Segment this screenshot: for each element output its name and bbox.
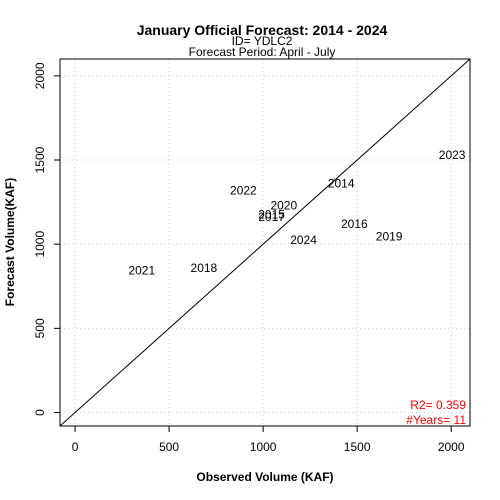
x-axis: 0 500 1000 1500 2000 — [72, 425, 465, 454]
y-tick-label: 500 — [33, 318, 47, 338]
y-tick-label: 2000 — [33, 62, 47, 89]
y-tick-label: 1500 — [33, 146, 47, 173]
point-label-2019: 2019 — [376, 230, 403, 244]
point-label-2017: 2017 — [258, 210, 285, 224]
point-labels: 2014 2015 2016 2017 2018 2019 2020 2021 2022 2023… — [128, 148, 465, 277]
point-label-2015: 2015 — [258, 208, 285, 222]
grid-lines — [60, 59, 470, 426]
x-tick-label: 2000 — [438, 440, 465, 454]
point-label-2022: 2022 — [230, 183, 257, 197]
y-axis-title: Forecast Volume(KAF) — [3, 178, 17, 306]
years-stat: #Years= 11 — [406, 413, 466, 427]
chart-subtitle-id: ID= YDLC2 — [232, 34, 293, 48]
point-label-2023: 2023 — [439, 148, 466, 162]
x-axis-title: Observed Volume (KAF) — [196, 470, 333, 484]
point-label-2020: 2020 — [270, 198, 297, 212]
chart-subtitle-period: Forecast Period: April - July — [189, 45, 336, 59]
y-tick-label: 1000 — [33, 231, 47, 258]
point-label-2014: 2014 — [328, 177, 355, 191]
point-label-2024: 2024 — [290, 233, 317, 247]
x-tick-label: 500 — [159, 440, 179, 454]
r2-stat: R2= 0.359 — [410, 398, 466, 412]
one-to-one-line — [59, 58, 471, 427]
x-tick-label: 0 — [72, 440, 79, 454]
point-label-2018: 2018 — [191, 261, 218, 275]
x-tick-label: 1500 — [344, 440, 371, 454]
y-tick-label: 0 — [33, 409, 47, 416]
point-label-2021: 2021 — [128, 263, 155, 277]
point-label-2016: 2016 — [341, 217, 368, 231]
x-tick-label: 1000 — [250, 440, 277, 454]
reference-line — [59, 58, 471, 427]
y-axis: 0 500 1000 1500 2000 — [33, 62, 61, 416]
chart-title: January Official Forecast: 2014 - 2024 — [137, 22, 388, 38]
